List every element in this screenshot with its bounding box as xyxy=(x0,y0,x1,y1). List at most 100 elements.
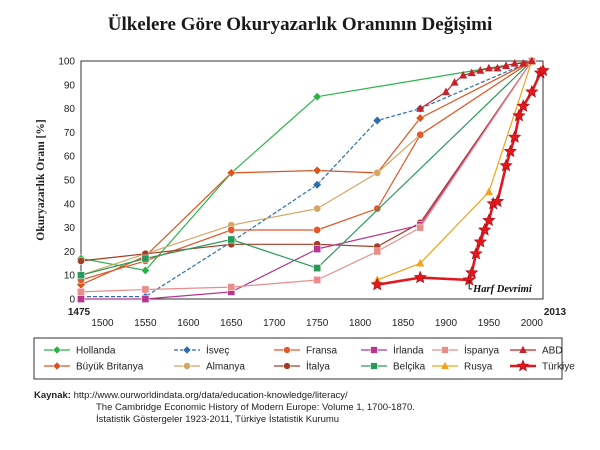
data-point xyxy=(141,285,150,294)
series-line xyxy=(81,60,533,300)
annotation-harf-devrimi: Harf Devrimi xyxy=(472,284,532,295)
y-tick-label: 70 xyxy=(64,128,76,139)
y-tick-label: 20 xyxy=(64,247,76,258)
x-tick-label: 1700 xyxy=(263,318,286,329)
x-tick-label: 1800 xyxy=(349,318,372,329)
data-point xyxy=(183,362,191,370)
data-point xyxy=(476,66,485,74)
data-point xyxy=(510,58,519,67)
x-tick-label: 1900 xyxy=(435,318,458,329)
x-tick-label: 2000 xyxy=(521,318,544,329)
data-point xyxy=(77,295,85,303)
data-point xyxy=(77,288,85,296)
data-point xyxy=(416,258,425,267)
y-tick-label: 10 xyxy=(64,271,76,282)
data-point xyxy=(519,345,527,353)
legend-item: İsveç xyxy=(174,344,229,357)
legend-label: İtalya xyxy=(306,360,330,373)
y-tick-label: 90 xyxy=(64,80,76,91)
data-point xyxy=(140,265,150,275)
legend-item: Hollanda xyxy=(44,346,116,357)
legend-label: İrlanda xyxy=(393,344,424,357)
x-tick-label: 1500 xyxy=(91,318,114,329)
data-point xyxy=(441,87,450,96)
data-point xyxy=(415,113,425,123)
legend-label: Hollanda xyxy=(76,346,116,357)
data-point xyxy=(373,169,382,177)
legend-box xyxy=(33,337,563,380)
data-point xyxy=(465,265,479,279)
data-point xyxy=(312,180,322,190)
data-point xyxy=(141,295,150,303)
legend-item: İtalya xyxy=(274,360,330,373)
data-point xyxy=(313,204,322,213)
data-point xyxy=(370,346,378,354)
y-tick-label: 40 xyxy=(64,199,76,210)
source-line-3: İstatistik Göstergeler 1923-2011, Türkiy… xyxy=(96,414,340,425)
data-point xyxy=(77,257,85,265)
data-point xyxy=(373,204,382,213)
legend-label: ABD xyxy=(542,346,563,357)
legend-label: Büyük Britanya xyxy=(76,362,144,373)
data-point xyxy=(482,213,496,227)
series-line xyxy=(377,60,533,281)
source-label: Kaynak: xyxy=(34,390,71,401)
x-tick-label: 1550 xyxy=(134,318,157,329)
data-point xyxy=(525,84,539,98)
data-point xyxy=(373,247,382,256)
data-point xyxy=(52,361,62,371)
y-tick-label: 60 xyxy=(64,152,76,163)
data-point xyxy=(469,246,483,260)
y-tick-label: 30 xyxy=(64,223,76,234)
data-point xyxy=(484,63,493,72)
chart-title: Ülkelere Göre Okuryazarlık Oranının Deği… xyxy=(107,14,493,35)
data-point xyxy=(502,61,511,69)
legend-label: İspanya xyxy=(464,344,499,357)
data-point xyxy=(227,226,236,234)
plot-border xyxy=(80,60,544,300)
data-point xyxy=(499,158,513,172)
data-point xyxy=(416,104,425,112)
data-point xyxy=(77,271,85,280)
data-point xyxy=(508,130,522,143)
data-point xyxy=(370,277,384,291)
data-point xyxy=(283,346,291,354)
data-point xyxy=(227,283,236,291)
legend: Hollanda Büyük Britanya İsveç Almanya Fransa… xyxy=(33,337,575,380)
data-point xyxy=(413,270,427,284)
x-tick-label: 1950 xyxy=(478,318,501,329)
data-point xyxy=(441,346,449,354)
source-line-1[interactable]: http://www.ourworldindata.org/data/educa… xyxy=(73,390,348,401)
data-point xyxy=(416,223,425,232)
legend-label: Rusya xyxy=(464,362,493,373)
legend-item: Belçika xyxy=(361,362,426,373)
x-tick-label: 1600 xyxy=(177,318,200,329)
data-point xyxy=(313,276,322,284)
data-point xyxy=(536,63,550,77)
legend-item: İspanya xyxy=(432,344,499,357)
legend-item: Büyük Britanya xyxy=(44,362,144,373)
data-point xyxy=(313,264,322,272)
data-point xyxy=(484,187,493,196)
y-tick-label: 50 xyxy=(64,176,76,187)
data-point xyxy=(182,345,192,355)
x-tick-label: 1750 xyxy=(306,318,329,329)
y-tick-label: 80 xyxy=(64,104,76,115)
data-point xyxy=(52,345,62,355)
data-point xyxy=(503,144,518,158)
series-layer xyxy=(76,56,550,303)
legend-item: ABD xyxy=(510,346,563,357)
y-tick-label: 100 xyxy=(58,57,75,68)
data-point xyxy=(227,235,236,244)
data-point xyxy=(441,361,449,369)
legend-item: İrlanda xyxy=(361,344,424,357)
source-line-2: The Cambridge Economic History of Modern… xyxy=(96,402,415,413)
data-point xyxy=(473,234,487,248)
data-point xyxy=(516,359,530,372)
legend-label: Almanya xyxy=(206,362,245,373)
x-tick-label: 1850 xyxy=(392,318,415,329)
legend-item: Fransa xyxy=(274,346,338,357)
data-point xyxy=(493,63,502,72)
